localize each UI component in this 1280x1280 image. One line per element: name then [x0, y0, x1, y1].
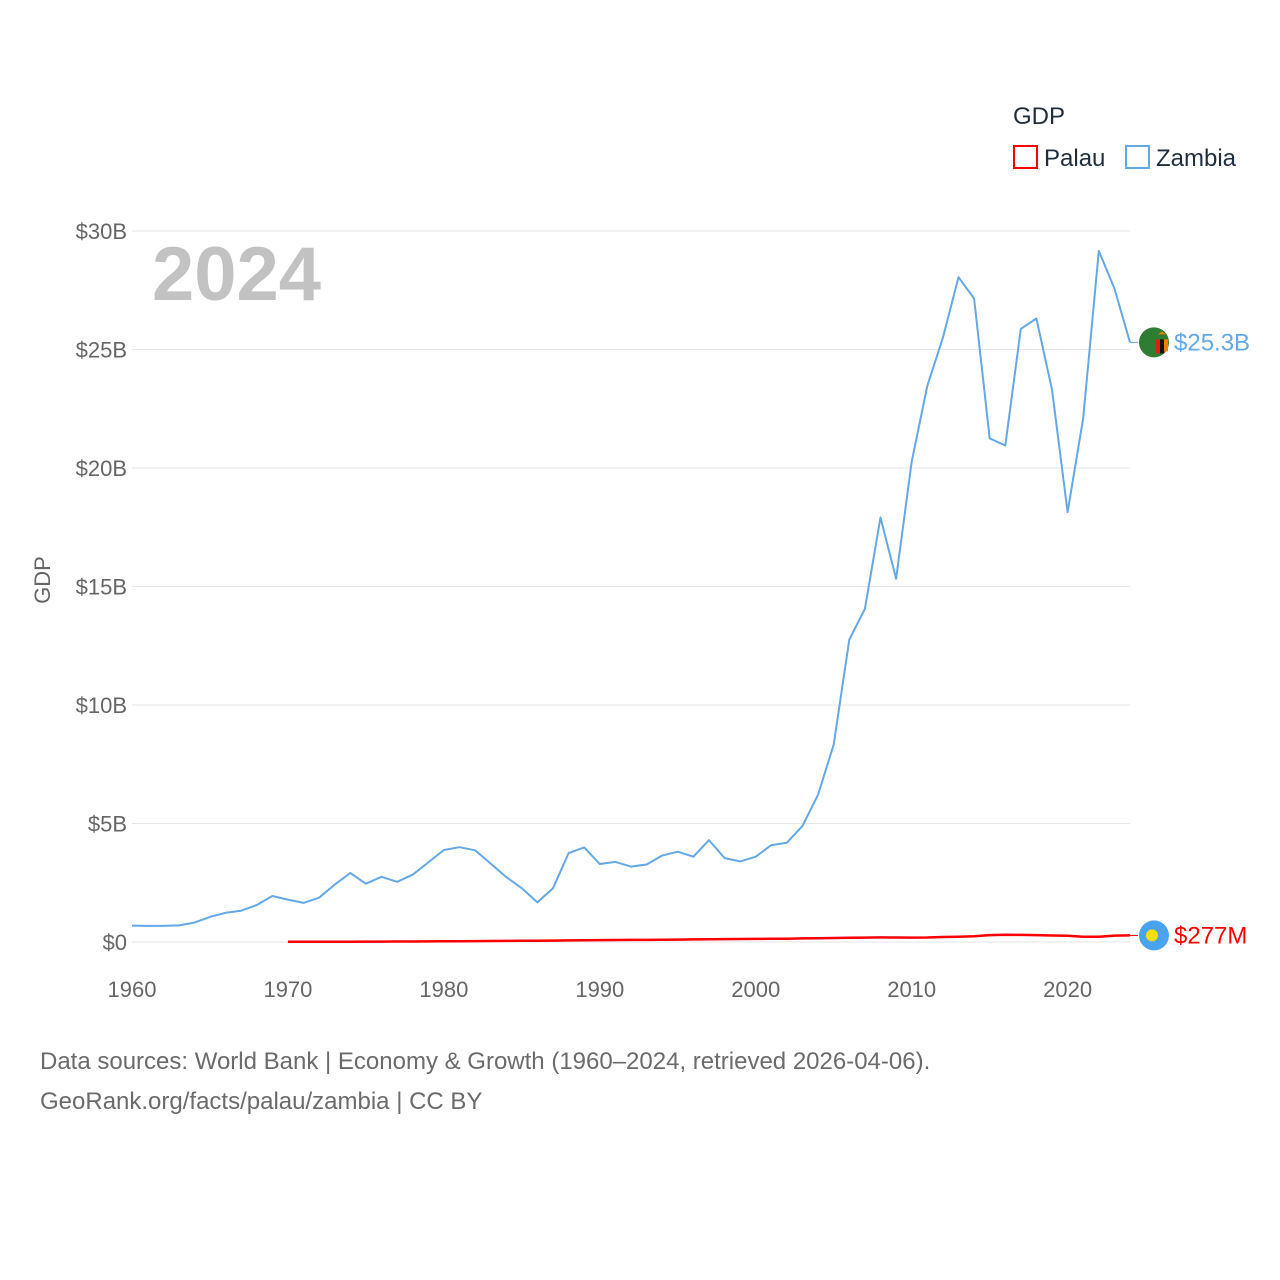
y-tick-label: $25B	[76, 338, 127, 363]
x-tick-label: 2010	[887, 977, 936, 1002]
y-axis-ticks: $0 $5B $10B $15B $20B $25B $30B	[76, 219, 127, 955]
gdp-line-chart: $0$5B$10B$15B$20B$25B$30B 1960 1970 1980 19…	[30, 103, 1250, 1002]
end-value-label-palau: $277M	[1174, 922, 1247, 949]
x-tick-label: 2020	[1043, 977, 1092, 1002]
y-tick-label: $10B	[76, 693, 127, 718]
legend-swatch-palau	[1013, 145, 1038, 169]
series-line-zambia	[131, 249, 1131, 927]
y-tick-label: $20B	[76, 456, 127, 481]
y-tick-label: $15B	[76, 575, 127, 600]
zambia-flag-icon	[1139, 327, 1169, 358]
legend: GDP Palau Zambia	[1013, 103, 1237, 172]
zambia-flag-eagle	[1158, 331, 1166, 335]
year-watermark: 2024	[152, 232, 321, 317]
x-axis-ticks: 1960 1970 1980 1990 2000 2010 2020	[108, 977, 1093, 1002]
y-axis-label: GDP	[30, 556, 55, 604]
x-tick-label: 1960	[108, 977, 157, 1002]
legend-label-zambia: Zambia	[1156, 145, 1237, 172]
x-tick-label: 1990	[575, 977, 624, 1002]
end-value-label-zambia: $25.3B	[1174, 329, 1250, 356]
footer-attribution[interactable]: GeoRank.org/facts/palau/zambia | CC BY	[40, 1088, 483, 1115]
series-line-palau	[287, 933, 1131, 944]
zambia-flag-stripe-black	[1160, 339, 1164, 354]
y-tick-label: $30B	[76, 219, 127, 244]
legend-label-palau: Palau	[1044, 145, 1105, 172]
zambia-flag-stripe-orange	[1164, 339, 1168, 352]
x-tick-label: 2000	[731, 977, 780, 1002]
footer: Data sources: World Bank | Economy & Gro…	[40, 1042, 930, 1122]
gridlines	[132, 230, 1130, 943]
series-end-markers: $277M $25.3B	[1130, 327, 1250, 951]
legend-swatch-zambia	[1125, 145, 1150, 169]
y-tick-label: $5B	[88, 812, 127, 837]
palau-flag-disc	[1146, 929, 1158, 942]
series-lines	[131, 249, 1131, 944]
palau-flag-icon	[1139, 920, 1169, 951]
x-tick-label: 1970	[263, 977, 312, 1002]
legend-title: GDP	[1013, 103, 1065, 130]
x-tick-label: 1980	[419, 977, 468, 1002]
footer-sources: Data sources: World Bank | Economy & Gro…	[40, 1048, 931, 1075]
y-tick-label: $0	[103, 930, 127, 955]
zambia-flag-stripe-red	[1156, 339, 1160, 354]
